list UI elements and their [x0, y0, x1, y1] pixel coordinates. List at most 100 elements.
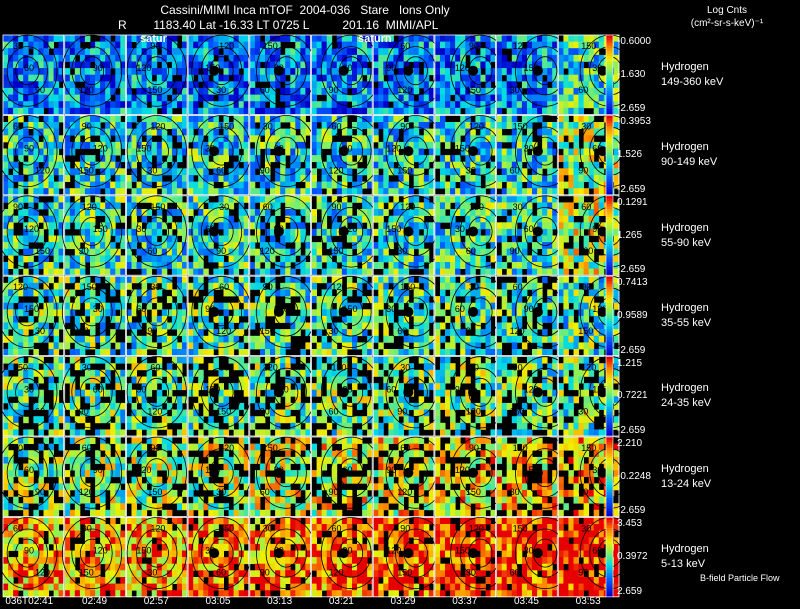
colorbar-min-label: -2.659: [617, 264, 646, 276]
colorbar-min-label: -2.659: [617, 103, 646, 115]
contour-label: 60: [510, 165, 520, 175]
contour-label: 120: [260, 246, 275, 256]
planet-marker: [532, 226, 543, 237]
annotation-label: satur: [140, 33, 168, 45]
contour-label: 60: [592, 143, 602, 153]
planet-marker: [597, 467, 608, 478]
contour-label: 60: [332, 121, 342, 131]
contour-label: 150: [513, 523, 528, 533]
contour-label: 150: [260, 326, 275, 336]
contour-label: 120: [263, 363, 278, 373]
contour-label: 120: [524, 385, 539, 395]
planet-marker: [273, 146, 284, 157]
heatmap-panel-r5-c1: 60 90 120: [61, 436, 126, 517]
contour-label: 90: [150, 443, 160, 453]
band-label: Hydrogen 5-13 keV: [661, 542, 709, 572]
band-energy-range: 5-13 keV: [661, 558, 706, 571]
contour-label: 150: [469, 202, 484, 212]
band-energy-range: 90-149 keV: [661, 156, 718, 169]
heatmap-panel-r4-c1: 30 60 90: [61, 356, 126, 437]
contour-label: 90: [386, 63, 396, 73]
heatmap-panel-r6-c2: 120 150 30: [126, 517, 188, 598]
band-energy-range: 24-35 keV: [661, 397, 712, 410]
contour-label: 60: [82, 41, 92, 51]
contour-label: 90: [332, 202, 342, 212]
contour-label: 90: [147, 326, 157, 336]
planet-marker: [403, 467, 414, 478]
contour-label: 120: [24, 224, 39, 234]
planet-marker: [273, 548, 284, 559]
contour-label: 60: [400, 443, 410, 453]
contour-label: 60: [513, 282, 523, 292]
contour-label: 30: [455, 224, 465, 234]
colorbar-mid-label: 0.9589: [617, 309, 648, 321]
contour-label: 150: [136, 143, 151, 153]
contour-label: 30: [510, 85, 520, 95]
contour-label: 120: [79, 85, 94, 95]
contour-label: 150: [578, 326, 593, 336]
x-tick-label: 03:37: [452, 596, 478, 607]
contour-label: 150: [216, 407, 231, 417]
heatmap-panel-r1-c2: 120 150 30: [126, 115, 188, 196]
heatmap-panel-r4-c6: 30 60 90: [372, 356, 446, 437]
planet-marker: [273, 467, 284, 478]
planet-marker: [273, 387, 284, 398]
contour-label: 30: [79, 246, 89, 256]
contour-label: 150: [524, 63, 539, 73]
heatmap-panel-r2-c5: 90 120 150: [311, 195, 382, 276]
contour-label: 30: [592, 63, 602, 73]
planet-marker: [468, 467, 479, 478]
band-species: Hydrogen: [661, 301, 709, 314]
planet-marker: [532, 467, 543, 478]
planet-marker: [209, 548, 220, 559]
contour-label: 120: [82, 202, 97, 212]
colorbar-max-label: -0.6000: [617, 36, 651, 47]
contour-label: 120: [469, 523, 484, 533]
contour-label: 90: [24, 545, 34, 555]
band-label: Hydrogen 55-90 keV: [661, 221, 711, 251]
x-tick-label: 03:53: [575, 596, 601, 607]
heatmap-panel-r3-c1: 150 30 60: [61, 275, 126, 357]
planet-marker: [532, 548, 543, 559]
contour-label: 120: [147, 407, 162, 417]
contour-label: 90: [93, 465, 103, 475]
contour-label: 90: [581, 282, 591, 292]
contour-label: 30: [524, 143, 534, 153]
band-species: Hydrogen: [661, 221, 709, 234]
contour-label: 30: [581, 523, 591, 533]
contour-label: 30: [216, 85, 226, 95]
contour-label: 60: [13, 121, 23, 131]
contour-label: 60: [578, 85, 588, 95]
band-energy-range: 35-55 keV: [661, 316, 712, 329]
contour-label: 120: [150, 523, 165, 533]
planet-marker: [273, 226, 284, 237]
x-tick-label: 02:57: [143, 596, 169, 607]
band-species: Hydrogen: [661, 141, 709, 154]
colorbar-mid-label: 0.7221: [617, 390, 648, 402]
planet-marker: [403, 387, 414, 398]
planet-marker: [403, 306, 414, 317]
contour-label: 150: [35, 246, 50, 256]
contour-label: 120: [329, 165, 344, 175]
contour-label: 30: [13, 443, 23, 453]
colorbar-min-label: -2.659: [617, 344, 646, 356]
heatmap-panel-r1-c7: 120 150 30: [434, 115, 511, 196]
contour-label: 120: [510, 326, 525, 336]
contour-label: 60: [578, 487, 588, 497]
contour-label: 120: [136, 63, 151, 73]
contour-label: 30: [578, 407, 588, 417]
contour-label: 90: [510, 246, 520, 256]
contour-label: 90: [329, 85, 339, 95]
contour-label: 120: [329, 567, 344, 577]
heatmap-panel-r3-c5: 120 150 30: [311, 275, 382, 357]
contour-label: 30: [136, 224, 146, 234]
contour-label: 60: [469, 363, 479, 373]
contour-label: 150: [397, 165, 412, 175]
planet-marker: [597, 306, 608, 317]
